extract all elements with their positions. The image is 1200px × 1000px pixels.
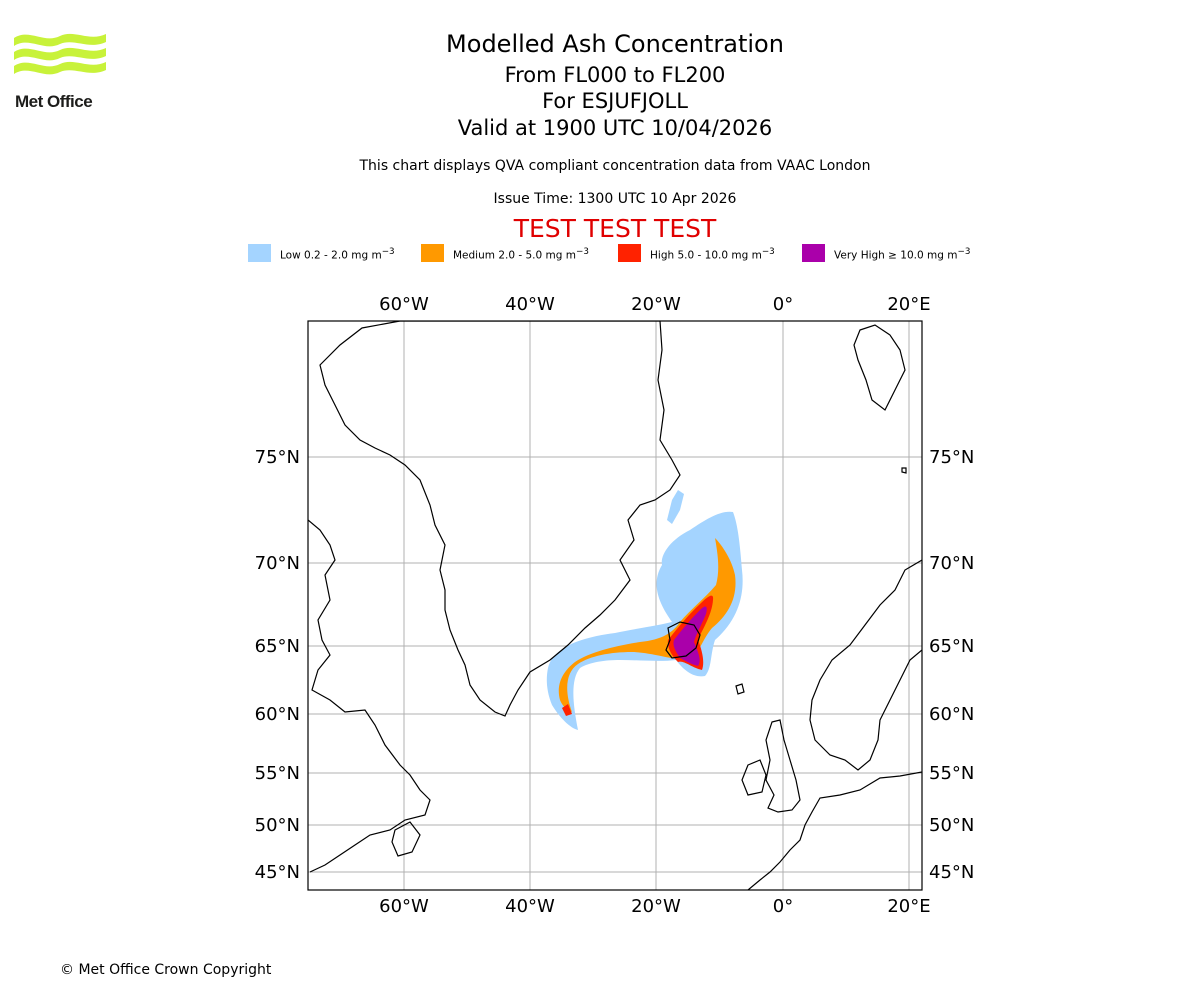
lon-labels-top: 60°W 40°W 20°W 0° 20°E xyxy=(379,294,930,315)
coast-great-britain xyxy=(765,719,801,813)
lon-label-bottom: 20°W xyxy=(631,896,681,917)
ash-very-high xyxy=(673,606,707,666)
lat-label-left: 45°N xyxy=(255,862,300,883)
ash-plume xyxy=(546,490,743,730)
ash-high-south xyxy=(562,704,572,716)
legend-label-low: Low 0.2 - 2.0 mg m xyxy=(280,249,382,262)
legend-label-medium: Medium 2.0 - 5.0 mg m xyxy=(453,249,576,262)
met-office-logo xyxy=(14,33,106,75)
lat-label-left: 60°N xyxy=(255,704,300,725)
coast-norway xyxy=(809,559,922,771)
test-banner: TEST TEST TEST xyxy=(513,214,717,243)
lat-label-right: 45°N xyxy=(929,862,974,883)
lat-label-right: 60°N xyxy=(929,704,974,725)
volcano-name: For ESJUFJOLL xyxy=(542,89,688,113)
lat-label-right: 55°N xyxy=(929,763,974,784)
coastlines xyxy=(308,321,922,890)
lon-label-top: 60°W xyxy=(379,294,429,315)
chart-title: Modelled Ash Concentration xyxy=(446,30,784,58)
coast-newfoundland xyxy=(391,821,421,857)
map-plot-area xyxy=(308,321,922,890)
legend-swatch-very-high xyxy=(802,244,825,262)
legend-swatch-medium xyxy=(421,244,444,262)
lat-label-left: 65°N xyxy=(255,636,300,657)
lat-label-left: 50°N xyxy=(255,815,300,836)
lon-label-bottom: 20°E xyxy=(887,896,930,917)
flight-levels: From FL000 to FL200 xyxy=(504,63,726,87)
lat-label-right: 75°N xyxy=(929,447,974,468)
lat-label-right: 65°N xyxy=(929,636,974,657)
lat-label-left: 55°N xyxy=(255,763,300,784)
copyright: © Met Office Crown Copyright xyxy=(60,962,272,978)
lat-label-right: 70°N xyxy=(929,553,974,574)
lat-labels-left: 75°N 70°N 65°N 60°N 55°N 50°N 45°N xyxy=(255,447,300,883)
graticule xyxy=(308,321,922,890)
coast-ireland xyxy=(741,759,767,796)
lat-labels-right: 75°N 70°N 65°N 60°N 55°N 50°N 45°N xyxy=(929,447,974,883)
lon-label-top: 20°W xyxy=(631,294,681,315)
legend-swatch-low xyxy=(248,244,271,262)
legend-swatch-high xyxy=(618,244,641,262)
coast-north-america xyxy=(308,519,431,873)
coast-iceland xyxy=(665,621,701,659)
ash-low-patch-north xyxy=(667,490,684,524)
legend-label-high: High 5.0 - 10.0 mg m xyxy=(650,249,762,262)
valid-time: Valid at 1900 UTC 10/04/2026 xyxy=(457,116,773,140)
coast-faroes xyxy=(735,683,745,695)
ash-low-patch xyxy=(662,565,700,592)
lon-label-bottom: 60°W xyxy=(379,896,429,917)
lon-label-top: 20°E xyxy=(887,294,930,315)
issue-time: Issue Time: 1300 UTC 10 Apr 2026 xyxy=(493,191,737,207)
legend-label-very-high: Very High ≥ 10.0 mg m xyxy=(834,249,958,262)
compliance-note: This chart displays QVA compliant concen… xyxy=(359,158,871,174)
lat-label-right: 50°N xyxy=(929,815,974,836)
coast-europe xyxy=(747,771,922,890)
lon-label-top: 40°W xyxy=(505,294,555,315)
lon-label-bottom: 40°W xyxy=(505,896,555,917)
coast-svalbard xyxy=(853,324,906,411)
lat-label-left: 75°N xyxy=(255,447,300,468)
lat-label-left: 70°N xyxy=(255,553,300,574)
coast-greenland xyxy=(319,321,681,717)
lon-label-bottom: 0° xyxy=(773,896,793,917)
lon-label-top: 0° xyxy=(773,294,793,315)
coast-jan-mayen xyxy=(901,467,907,474)
lon-labels-bottom: 60°W 40°W 20°W 0° 20°E xyxy=(379,896,930,917)
map-frame xyxy=(307,320,923,891)
logo-wordmark: Met Office xyxy=(15,92,93,111)
ash-low xyxy=(546,511,743,730)
